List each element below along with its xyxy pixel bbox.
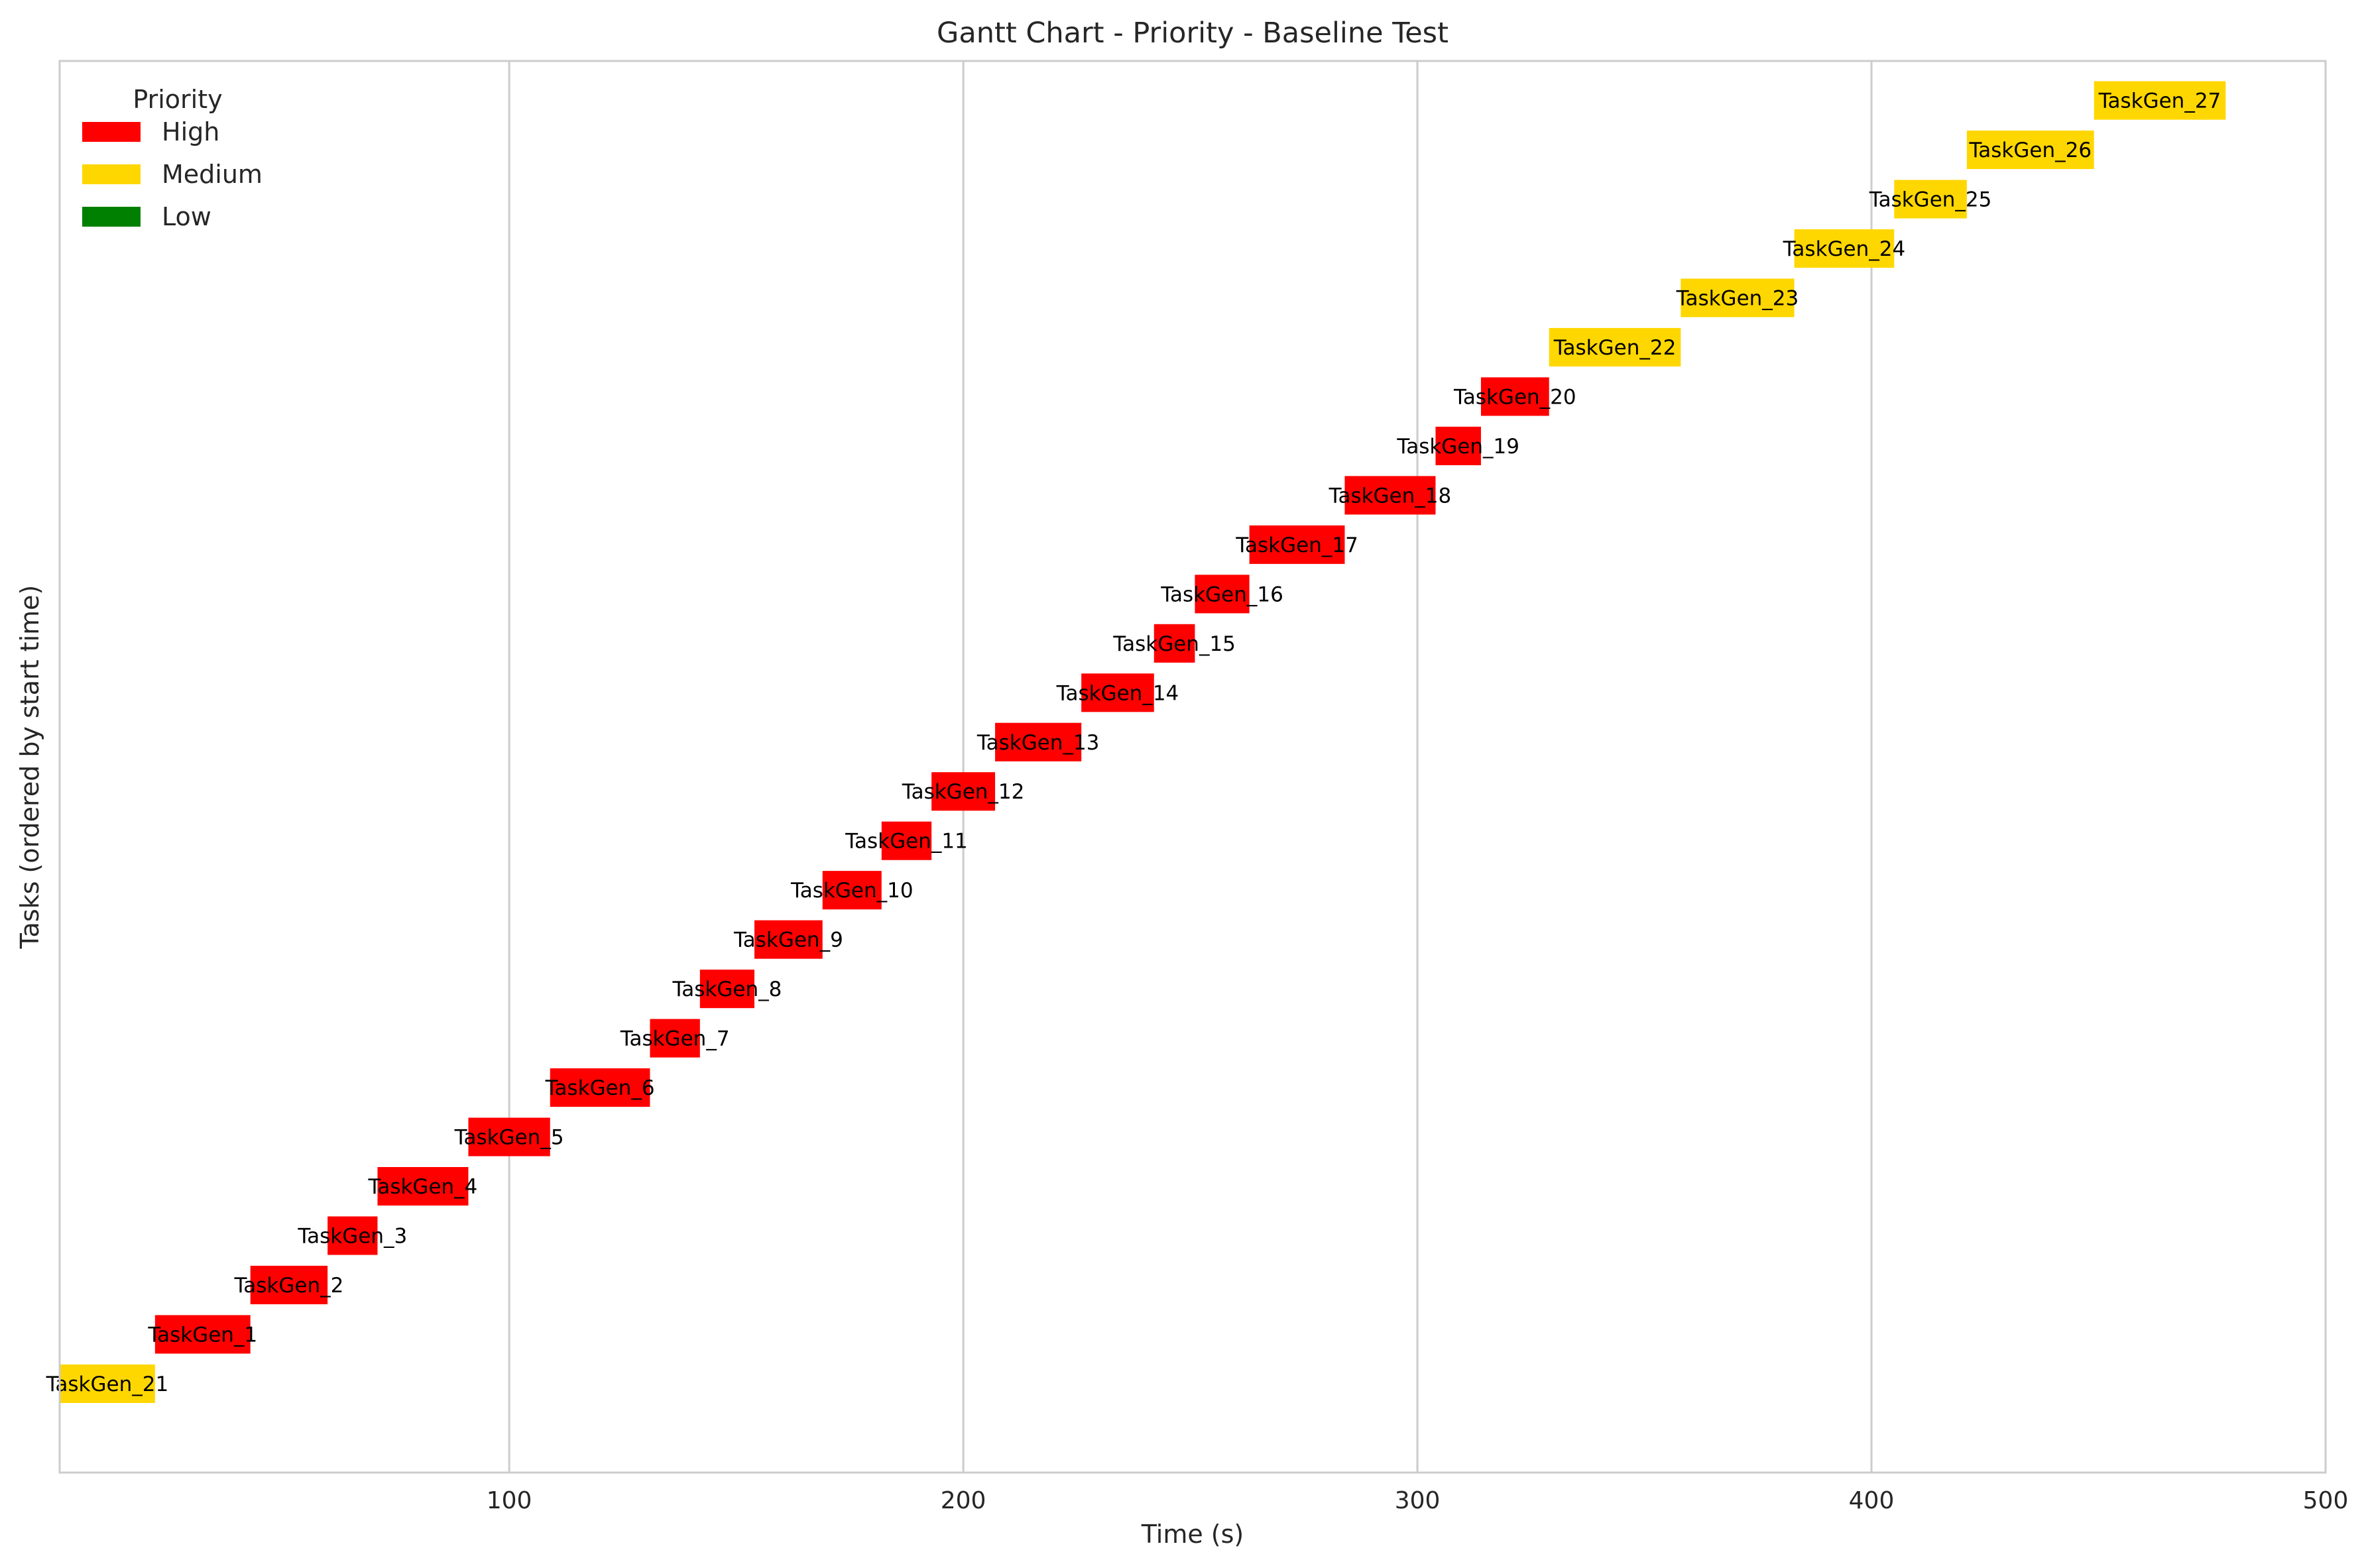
task-bar	[550, 1068, 650, 1107]
task-bar	[60, 1364, 155, 1403]
task-bar	[250, 1265, 328, 1305]
task-bar	[468, 1117, 550, 1156]
task-label: TaskGen_17	[1235, 533, 1358, 557]
task-bar	[1966, 131, 2094, 170]
legend: Priority High Medium Low	[82, 85, 263, 231]
task-label: TaskGen_3	[297, 1225, 407, 1249]
task-bar	[154, 1315, 251, 1354]
task-label: TaskGen_20	[1453, 385, 1576, 409]
x-axis-ticks: 100 200 300 400 500	[487, 1487, 2349, 1514]
x-axis-label: Time (s)	[1141, 1520, 1244, 1549]
task-bar	[1344, 476, 1436, 515]
task-label: TaskGen_1	[147, 1323, 257, 1347]
x-tick-label: 400	[1849, 1487, 1895, 1514]
task-label: TaskGen_14	[1056, 681, 1179, 705]
task-label: TaskGen_6	[545, 1076, 655, 1100]
task-label: TaskGen_9	[733, 928, 843, 952]
legend-title: Priority	[133, 85, 222, 114]
chart-title: Gantt Chart - Priority - Baseline Test	[937, 17, 1449, 50]
task-label: TaskGen_2	[233, 1274, 343, 1298]
task-bar	[754, 920, 823, 959]
x-tick-label: 100	[487, 1487, 532, 1514]
task-bar	[1549, 327, 1681, 367]
task-label: TaskGen_16	[1160, 583, 1283, 606]
task-bar	[1480, 377, 1549, 416]
x-tick-label: 500	[2303, 1487, 2349, 1514]
task-bar	[1435, 426, 1481, 465]
task-bar	[1894, 180, 1967, 219]
task-label: TaskGen_8	[672, 978, 782, 1001]
task-label: TaskGen_27	[2098, 89, 2221, 113]
task-bar	[650, 1019, 700, 1058]
x-tick-label: 200	[941, 1487, 986, 1514]
task-label: TaskGen_24	[1783, 237, 1906, 261]
task-bar	[377, 1166, 469, 1206]
legend-label: Low	[162, 202, 211, 231]
task-bar	[2094, 81, 2226, 120]
task-label: TaskGen_26	[1968, 139, 2092, 162]
task-label: TaskGen_23	[1676, 286, 1799, 310]
task-label: TaskGen_13	[976, 731, 1100, 755]
legend-label: High	[162, 117, 219, 146]
task-bar	[822, 871, 882, 910]
legend-swatch	[82, 207, 141, 227]
task-label: TaskGen_5	[454, 1126, 564, 1150]
task-label: TaskGen_19	[1396, 435, 1519, 459]
task-label: TaskGen_11	[845, 830, 968, 854]
task-label: TaskGen_10	[790, 879, 914, 903]
plot-frame	[58, 60, 2327, 1474]
legend-entries: High Medium Low	[82, 117, 263, 231]
task-bar	[1681, 278, 1795, 317]
task-bar	[327, 1216, 378, 1255]
task-bar	[881, 821, 932, 860]
task-bar	[699, 970, 755, 1009]
legend-swatch	[82, 164, 141, 184]
task-bars	[60, 81, 2226, 1403]
task-label: TaskGen_21	[46, 1372, 169, 1396]
task-bar	[931, 772, 996, 811]
task-bar	[1249, 525, 1345, 564]
task-labels: TaskGen_21 TaskGen_1 TaskGen_2 TaskGen_3 Tas…	[46, 89, 2221, 1396]
legend-label: Medium	[162, 160, 263, 189]
task-label: TaskGen_15	[1112, 632, 1236, 656]
x-tick-label: 300	[1395, 1487, 1441, 1514]
task-bar	[1195, 575, 1250, 614]
task-label: TaskGen_7	[620, 1027, 730, 1051]
legend-swatch	[82, 122, 141, 142]
task-label: TaskGen_12	[902, 780, 1025, 804]
task-label: TaskGen_22	[1553, 336, 1677, 360]
task-label: TaskGen_25	[1869, 188, 1992, 212]
task-label: TaskGen_4	[368, 1175, 478, 1199]
task-bar	[1153, 624, 1195, 663]
y-axis-label: Tasks (ordered by start time)	[15, 585, 44, 950]
task-label: TaskGen_18	[1329, 484, 1452, 508]
task-bar	[1081, 673, 1154, 712]
task-bar	[1794, 229, 1895, 268]
task-bar	[995, 722, 1082, 761]
